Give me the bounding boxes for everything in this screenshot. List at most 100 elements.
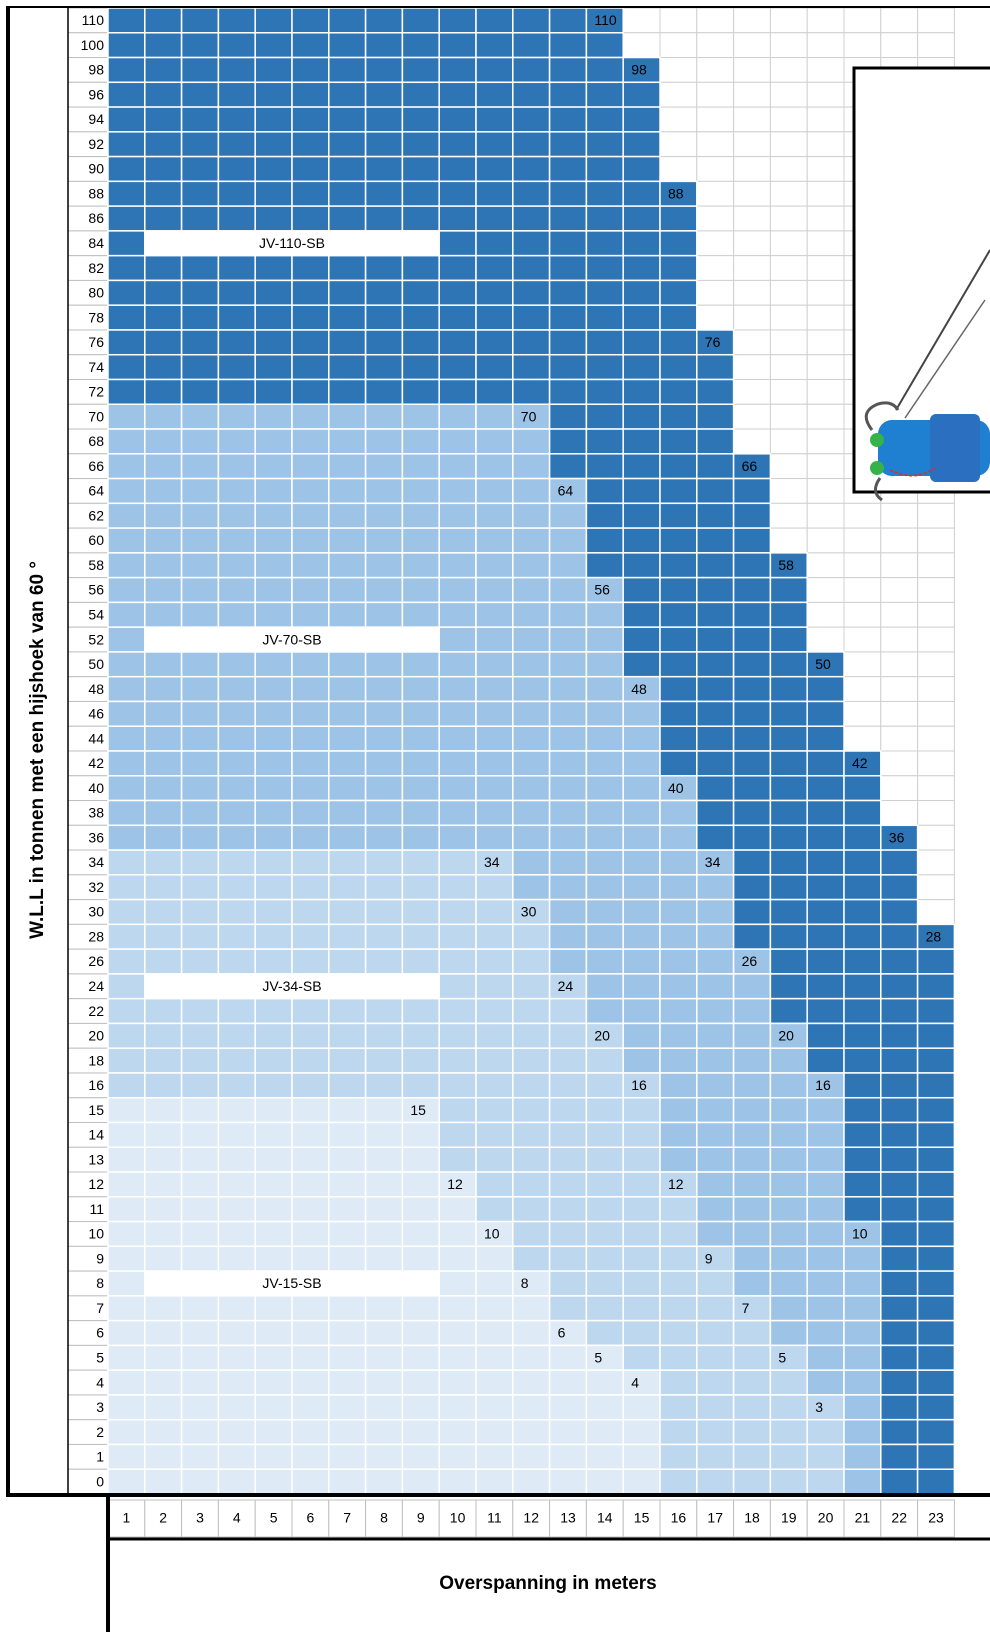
capacity-cell bbox=[512, 81, 551, 108]
empty-cell bbox=[880, 7, 919, 34]
beam-name: JV-15-SB bbox=[262, 1275, 321, 1291]
capacity-cell bbox=[107, 1394, 146, 1421]
capacity-cell bbox=[512, 477, 551, 505]
capacity-cell bbox=[291, 81, 330, 108]
capacity-cell bbox=[180, 527, 220, 554]
capacity-cell bbox=[364, 1319, 404, 1347]
capacity-cell bbox=[475, 1369, 514, 1396]
capacity-cell bbox=[475, 1220, 514, 1248]
capacity-cell bbox=[217, 1468, 256, 1495]
capacity-cell bbox=[254, 1022, 293, 1049]
capacity-cell bbox=[585, 329, 624, 356]
empty-cell bbox=[733, 304, 771, 331]
capacity-cell bbox=[916, 1121, 956, 1149]
capacity-cell bbox=[585, 56, 624, 84]
capacity-cell bbox=[659, 180, 698, 207]
capacity-cell bbox=[180, 1171, 220, 1198]
empty-cell bbox=[806, 453, 845, 480]
capacity-cell bbox=[732, 1245, 772, 1272]
capacity-label: 70 bbox=[521, 408, 537, 424]
capacity-cell bbox=[732, 477, 772, 505]
empty-cell bbox=[806, 552, 845, 579]
capacity-cell bbox=[548, 824, 588, 851]
capacity-cell bbox=[144, 700, 183, 727]
capacity-cell bbox=[622, 1245, 661, 1272]
capacity-cell bbox=[475, 477, 514, 505]
capacity-cell bbox=[622, 1394, 661, 1421]
capacity-cell bbox=[107, 453, 146, 480]
capacity-cell bbox=[291, 1369, 330, 1396]
capacity-label: 34 bbox=[484, 854, 500, 870]
capacity-cell bbox=[732, 1022, 772, 1049]
capacity-cell bbox=[217, 205, 256, 232]
capacity-cell bbox=[475, 403, 514, 430]
capacity-cell bbox=[585, 81, 624, 108]
capacity-cell bbox=[364, 304, 404, 331]
capacity-cell bbox=[291, 874, 330, 901]
capacity-cell bbox=[438, 849, 477, 876]
capacity-cell bbox=[364, 353, 404, 381]
capacity-cell bbox=[438, 106, 477, 133]
capacity-cell bbox=[843, 1022, 882, 1049]
capacity-cell bbox=[622, 750, 661, 777]
empty-cell bbox=[696, 7, 735, 34]
capacity-cell bbox=[364, 874, 404, 901]
capacity-cell bbox=[585, 750, 624, 777]
capacity-cell bbox=[512, 230, 551, 257]
capacity-cell bbox=[328, 106, 367, 133]
capacity-cell bbox=[107, 898, 146, 926]
capacity-cell bbox=[328, 1344, 367, 1371]
capacity-cell bbox=[107, 353, 146, 381]
y-tick-label: 72 bbox=[88, 384, 104, 400]
capacity-label: 4 bbox=[631, 1374, 639, 1390]
capacity-cell bbox=[806, 948, 845, 975]
column-label-cell bbox=[144, 1499, 183, 1538]
row-label-cell bbox=[67, 32, 109, 59]
capacity-cell bbox=[254, 1468, 293, 1495]
capacity-cell bbox=[401, 725, 440, 752]
capacity-cell bbox=[254, 502, 293, 529]
capacity-cell bbox=[806, 725, 845, 752]
capacity-cell bbox=[438, 601, 477, 628]
capacity-cell bbox=[438, 254, 477, 282]
column-label-cell bbox=[880, 1499, 919, 1538]
capacity-cell bbox=[401, 824, 440, 851]
capacity-cell bbox=[659, 1369, 698, 1396]
capacity-cell bbox=[107, 948, 146, 975]
capacity-cell bbox=[144, 403, 183, 430]
capacity-cell bbox=[144, 1146, 183, 1173]
capacity-cell bbox=[364, 428, 404, 455]
capacity-cell bbox=[880, 1344, 919, 1371]
capacity-cell bbox=[180, 824, 220, 851]
y-tick-label: 76 bbox=[88, 334, 104, 350]
capacity-cell bbox=[144, 923, 183, 950]
capacity-cell bbox=[180, 849, 220, 876]
capacity-cell bbox=[475, 1295, 514, 1322]
capacity-cell bbox=[254, 180, 293, 207]
capacity-cell bbox=[254, 1443, 293, 1470]
capacity-cell bbox=[107, 626, 146, 653]
capacity-cell bbox=[107, 502, 146, 529]
capacity-cell bbox=[254, 353, 293, 381]
capacity-cell bbox=[622, 1146, 661, 1173]
capacity-cell bbox=[475, 923, 514, 950]
capacity-cell bbox=[659, 1121, 698, 1149]
capacity-cell bbox=[696, 1468, 735, 1495]
empty-cell bbox=[659, 131, 698, 158]
capacity-cell bbox=[585, 1146, 624, 1173]
grid: 1101009896949290888684828078767472706866… bbox=[67, 7, 956, 1538]
empty-cell bbox=[843, 32, 882, 59]
capacity-cell bbox=[438, 1468, 477, 1495]
capacity-cell bbox=[548, 1295, 588, 1322]
capacity-cell bbox=[401, 1344, 440, 1371]
capacity-cell bbox=[291, 254, 330, 282]
capacity-cell bbox=[769, 576, 808, 604]
capacity-cell bbox=[548, 329, 588, 356]
capacity-cell bbox=[512, 279, 551, 306]
y-tick-label: 5 bbox=[96, 1349, 104, 1365]
capacity-cell bbox=[401, 948, 440, 975]
beam-name-box bbox=[144, 627, 440, 652]
capacity-cell bbox=[769, 675, 808, 703]
capacity-cell bbox=[548, 1468, 588, 1495]
capacity-cell bbox=[217, 527, 256, 554]
